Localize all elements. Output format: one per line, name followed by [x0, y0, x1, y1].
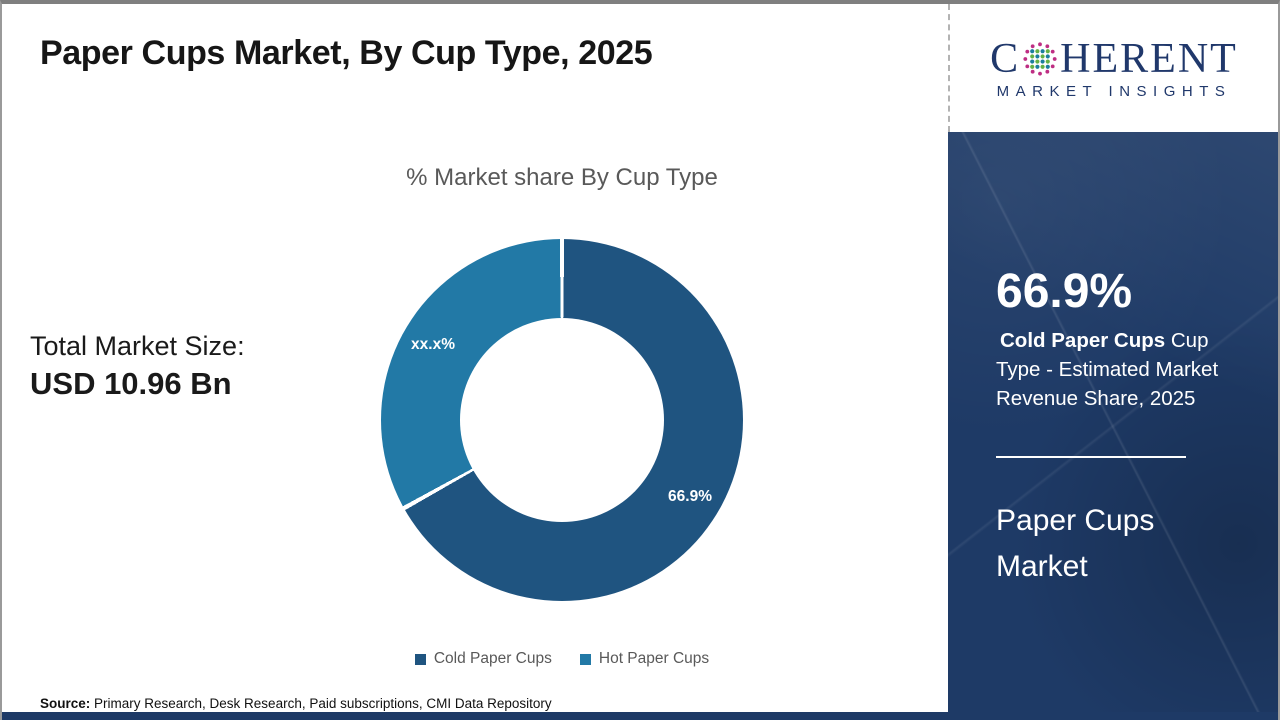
donut-hole — [460, 318, 664, 522]
logo-letter-c: C — [990, 35, 1021, 82]
total-market-size-block: Total Market Size: USD 10.96 Bn — [30, 328, 245, 404]
total-market-size-value: USD 10.96 Bn — [30, 366, 232, 401]
brand-logo: C — [948, 4, 1278, 132]
sidebar-divider — [996, 456, 1186, 458]
logo-subtitle: MARKET INSIGHTS — [996, 82, 1232, 100]
source-note: Source: Primary Research, Desk Research,… — [40, 696, 552, 711]
legend-marker-cold-icon — [414, 653, 426, 665]
source-text: Primary Research, Desk Research, Paid su… — [90, 696, 552, 711]
legend-label-cold: Cold Paper Cups — [433, 650, 552, 667]
legend-label-hot: Hot Paper Cups — [598, 650, 710, 667]
legend-item-hot: Hot Paper Cups — [579, 650, 710, 668]
page-title: Paper Cups Market, By Cup Type, 2025 — [40, 34, 653, 72]
sidebar-stat-description: Cold Paper Cups Cup Type - Estimated Mar… — [996, 326, 1244, 413]
chart-legend: Cold Paper Cups Hot Paper Cups — [332, 650, 792, 668]
slice-label-cold: 66.9% — [668, 488, 712, 505]
sidebar-market-name: Paper Cups Market — [996, 504, 1155, 583]
donut-chart: 66.9% xx.x% — [381, 239, 743, 601]
sidebar-stat-rest: Cup Type - Estimated Market Revenue Shar… — [996, 329, 1219, 410]
chart-title: % Market share By Cup Type — [406, 164, 718, 191]
dotted-globe-icon — [1023, 41, 1057, 76]
source-label: Source: — [40, 696, 91, 711]
slice-label-hot: xx.x% — [411, 336, 455, 353]
sidebar: 66.9% Cold Paper Cups Cup Type - Estimat… — [948, 132, 1278, 720]
logo-letters-rest: HERENT — [1060, 35, 1238, 82]
logo-wordmark: C — [990, 38, 1238, 80]
total-market-size-label: Total Market Size: — [30, 331, 245, 361]
legend-marker-hot-icon — [579, 653, 591, 665]
legend-item-cold: Cold Paper Cups — [414, 650, 552, 668]
bottom-accent-bar — [2, 712, 1278, 720]
sidebar-stat-value: 66.9% — [996, 265, 1133, 318]
sidebar-stat-segment: Cold Paper Cups — [1000, 329, 1166, 352]
world-map-texture — [948, 132, 1278, 720]
